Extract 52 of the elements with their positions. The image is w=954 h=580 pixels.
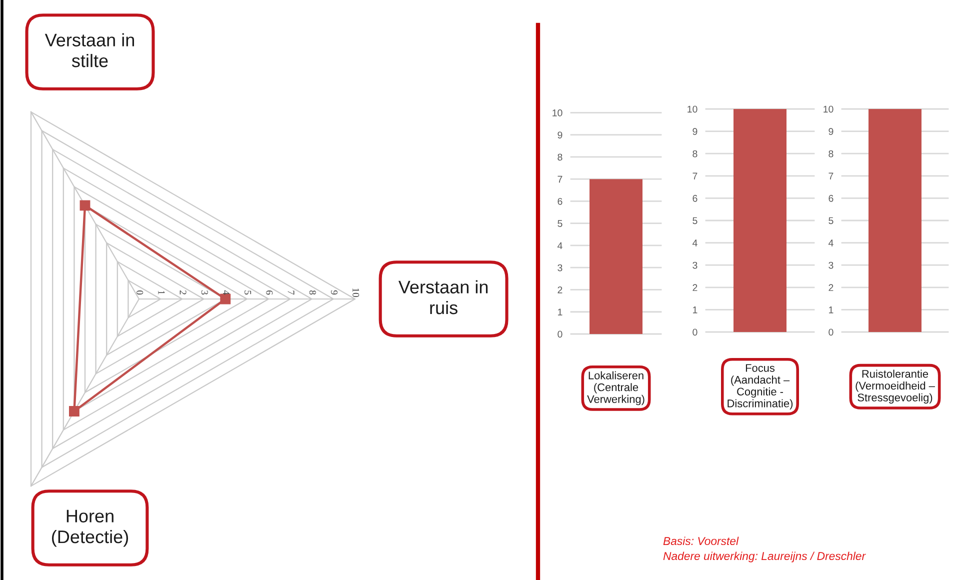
y-tick-label: 2 bbox=[828, 284, 834, 291]
y-tick-label: 6 bbox=[692, 194, 698, 202]
y-tick-label: 7 bbox=[558, 176, 562, 183]
y-tick-label: 4 bbox=[223, 290, 230, 295]
y-tick-label: 2 bbox=[692, 284, 698, 291]
y-tick-label: 8 bbox=[692, 150, 698, 158]
y-tick-label: 4 bbox=[557, 242, 562, 250]
y-tick-label: 5 bbox=[244, 290, 252, 295]
y-tick-label: 3 bbox=[201, 290, 208, 295]
text: Basis: Voorstel bbox=[663, 536, 739, 546]
y-tick-label: 10 bbox=[688, 106, 698, 113]
y-tick-label: 1 bbox=[829, 306, 834, 314]
spoke-label: Verstaan in ruis bbox=[398, 280, 488, 314]
y-tick-label: 4 bbox=[828, 240, 834, 246]
y-tick-label: 10 bbox=[352, 288, 360, 297]
y-tick-label: 0 bbox=[136, 290, 144, 295]
y-tick-label: 4 bbox=[692, 240, 698, 246]
y-tick-label: 9 bbox=[692, 128, 698, 135]
y-tick-label: 7 bbox=[692, 172, 698, 180]
y-tick-label: 3 bbox=[692, 262, 698, 269]
y-tick-label: 1 bbox=[693, 306, 698, 314]
spoke-label: Horen (Detectie) bbox=[52, 510, 128, 547]
x-tick-label: Lokaliseren (Centrale Verwerking) bbox=[587, 371, 644, 406]
y-tick-label: 6 bbox=[266, 290, 273, 295]
y-tick-label: 1 bbox=[158, 290, 165, 294]
y-tick-label: 2 bbox=[180, 290, 186, 294]
y-tick-label: 5 bbox=[558, 220, 562, 227]
y-tick-label: 2 bbox=[558, 286, 562, 294]
y-tick-label: 6 bbox=[558, 198, 562, 205]
y-tick-label: 6 bbox=[828, 194, 834, 202]
spoke-label: Verstaan in stilte bbox=[44, 33, 134, 68]
y-tick-label: 8 bbox=[309, 290, 316, 295]
y-tick-label: 9 bbox=[828, 128, 834, 135]
x-tick-label: Focus (Aandacht – Cognitie - Discriminatie) bbox=[728, 364, 793, 410]
y-tick-label: 10 bbox=[824, 106, 834, 113]
y-tick-label: 3 bbox=[828, 262, 834, 269]
y-tick-label: 8 bbox=[828, 150, 834, 158]
y-tick-label: 5 bbox=[828, 217, 834, 224]
y-tick-label: 8 bbox=[558, 154, 562, 161]
y-tick-label: 1 bbox=[558, 308, 562, 316]
y-tick-label: 9 bbox=[330, 290, 338, 295]
x-tick-label: Ruistolerantie (Vermoeidheid – Stressgevoelig) bbox=[856, 370, 935, 404]
y-tick-label: 0 bbox=[692, 328, 698, 336]
text: Nadere uitwerking: Laureijns / Dreschler bbox=[663, 552, 866, 562]
y-tick-label: 7 bbox=[288, 290, 294, 295]
y-tick-label: 5 bbox=[692, 217, 698, 224]
y-tick-label: 3 bbox=[558, 264, 562, 272]
y-tick-label: 0 bbox=[558, 330, 562, 338]
y-tick-label: 9 bbox=[558, 132, 562, 138]
y-tick-label: 0 bbox=[828, 328, 834, 336]
y-tick-label: 10 bbox=[552, 109, 562, 116]
y-tick-label: 7 bbox=[828, 172, 834, 180]
